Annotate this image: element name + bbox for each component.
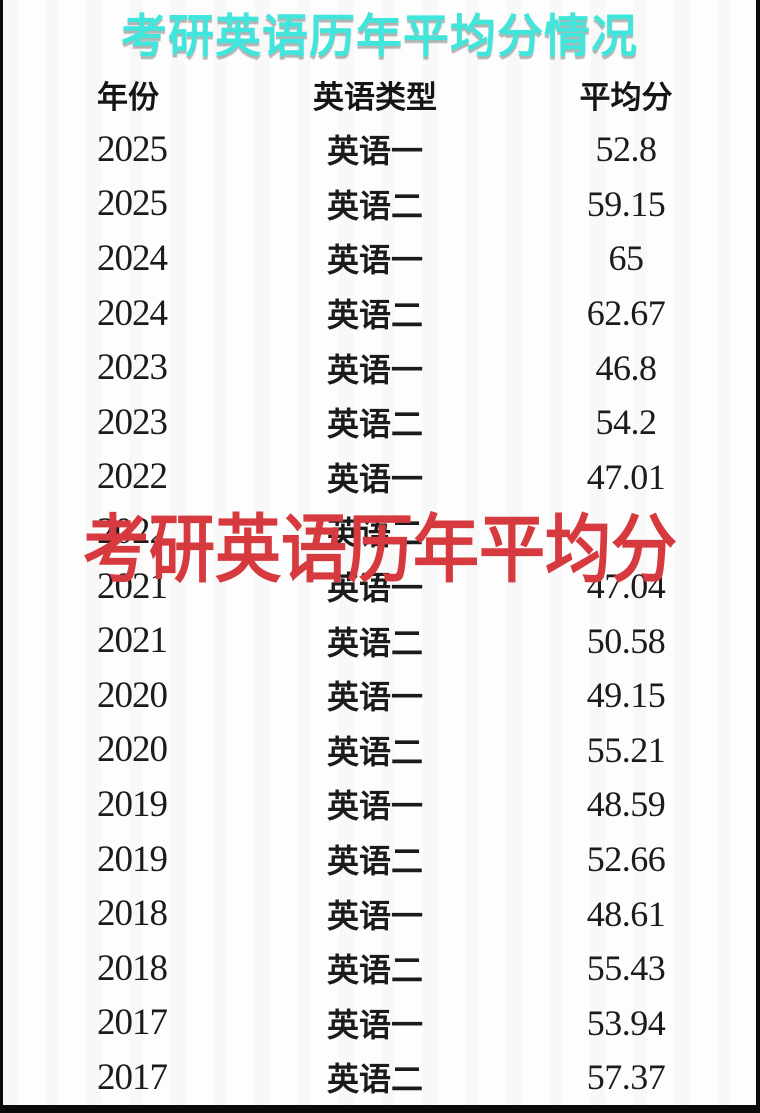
table-row: 2019 英语一 48.59 [3,777,756,832]
table-row: 2018 英语二 55.43 [3,941,756,996]
table-cell-year: 2017 [97,1002,168,1044]
table-cell-year: 2020 [97,674,168,716]
table-cell-year: 2021 [97,620,168,662]
table-cell-type: 英语二 [326,406,423,443]
table-cell-year: 2023 [97,347,168,389]
table-cell-year: 2022 [97,456,168,498]
table-header-row: 年份 英语类型 平均分 [3,66,756,122]
table-cell-type: 英语二 [326,624,423,661]
table-cell-year: 2024 [97,292,168,334]
score-table: 年份 英语类型 平均分 2025 英语一 52.8 2025 英语二 59.15 2024 英… [3,66,756,1105]
table-cell-year: 2025 [97,128,168,170]
table-cell-score: 55.43 [586,948,666,989]
column-header-score: 平均分 [579,79,673,115]
table-row: 2022 英语二 [3,504,756,559]
table-cell-type: 英语二 [326,733,423,770]
table-row: 2018 英语一 48.61 [3,886,756,941]
table-cell-type: 英语一 [326,351,423,388]
table-cell-type: 英语二 [326,297,423,334]
table-cell-type: 英语二 [326,515,423,552]
table-cell-score: 52.66 [586,839,666,880]
table-row: 2021 英语二 50.58 [3,613,756,668]
page-title: 考研英语历年平均分情况 [121,10,638,62]
table-cell-score: 54.2 [595,402,658,443]
table-row: 2019 英语二 52.66 [3,832,756,887]
table-cell-year: 2020 [97,729,168,771]
table-cell-score: 59.15 [586,183,666,224]
table-cell-score: 50.58 [586,620,666,661]
table-cell-score: 47.01 [586,456,666,497]
table-row: 2017 英语一 53.94 [3,996,756,1051]
table-cell-type: 英语一 [326,788,423,825]
table-row: 2022 英语一 47.01 [3,450,756,505]
table-cell-type: 英语一 [326,133,423,170]
table-cell-type: 英语一 [326,460,423,497]
table-row: 2017 英语二 57.37 [3,1050,756,1105]
table-cell-score: 57.37 [586,1057,666,1098]
table-row: 2023 英语一 46.8 [3,340,756,395]
column-header-year: 年份 [97,79,159,115]
table-cell-year: 2025 [97,183,168,225]
table-cell-score: 47.04 [586,566,666,607]
table-row: 2020 英语二 55.21 [3,723,756,778]
table-row: 2024 英语一 65 [3,231,756,286]
table-cell-type: 英语二 [326,843,423,880]
table-cell-type: 英语一 [326,242,423,279]
table-row: 2023 英语二 54.2 [3,395,756,450]
table-cell-type: 英语二 [326,952,423,989]
table-cell-score: 48.61 [586,893,666,934]
table-cell-score: 62.67 [586,293,666,334]
table-cell-year: 2018 [97,947,168,989]
table-cell-year: 2018 [97,893,168,935]
table-cell-type: 英语二 [326,187,423,224]
table-body: 2025 英语一 52.8 2025 英语二 59.15 2024 英语一 65 2024 英语二 6… [3,122,756,1105]
table-cell-year: 2024 [97,237,168,279]
table-cell-year: 2023 [97,401,168,443]
table-cell-type: 英语一 [326,1006,423,1043]
table-row: 2020 英语一 49.15 [3,668,756,723]
table-cell-type: 英语二 [326,1061,423,1098]
table-cell-year: 2022 [97,510,168,552]
table-cell-type: 英语一 [326,897,423,934]
table-cell-score: 46.8 [595,347,658,388]
table-cell-score: 52.8 [595,129,658,170]
table-cell-year: 2019 [97,783,168,825]
table-cell-type: 英语一 [326,679,423,716]
table-row: 2025 英语二 59.15 [3,177,756,232]
table-cell-year: 2019 [97,838,168,880]
table-cell-score: 48.59 [586,784,666,825]
table-cell-score: 49.15 [586,675,666,716]
table-row: 2025 英语一 52.8 [3,122,756,177]
table-row: 2024 英语二 62.67 [3,286,756,341]
table-cell-score: 53.94 [586,1002,666,1043]
table-cell-type: 英语一 [326,570,423,607]
table-cell-score: 65 [608,238,645,279]
column-header-type: 英语类型 [313,79,437,115]
table-cell-year: 2017 [97,1056,168,1098]
table-cell-year: 2021 [97,565,168,607]
table-row: 2021 英语一 47.04 [3,559,756,614]
table-cell-score: 55.21 [586,729,666,770]
